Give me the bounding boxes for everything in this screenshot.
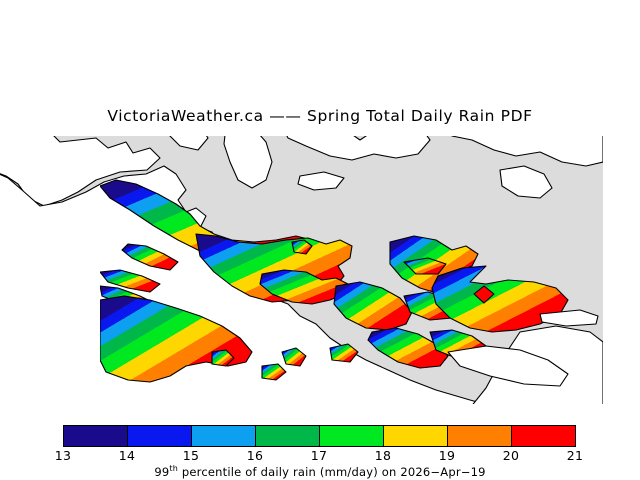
colorbar-band-13-14 <box>64 426 128 446</box>
island-gabriola-white <box>297 171 345 191</box>
island-texada-white <box>223 136 273 189</box>
colorbar-tick-17: 17 <box>310 448 328 463</box>
landmass-skagit-fidalgo <box>431 265 569 333</box>
landmass-mainland-fraser <box>451 136 603 167</box>
lake-marker <box>473 285 495 304</box>
landmass-mainland-north <box>286 136 431 161</box>
islet-thetis <box>121 243 179 271</box>
colorbar[interactable] <box>63 425 576 447</box>
colorbar-band-18-19 <box>384 426 448 446</box>
map-panel[interactable] <box>0 136 603 404</box>
caption-pre: 99 <box>154 464 170 479</box>
colorbar-band-15-16 <box>192 426 256 446</box>
islet-prevost <box>291 239 313 255</box>
colorbar-tick-15: 15 <box>182 448 200 463</box>
islet-discovery <box>211 349 235 367</box>
colorbar-tick-13: 13 <box>54 448 72 463</box>
spit-dungeness <box>539 309 599 327</box>
colorbar-band-17-18 <box>320 426 384 446</box>
colorbar-band-16-17 <box>256 426 320 446</box>
colorbar-tick-21: 21 <box>566 448 584 463</box>
island-guemes <box>403 257 447 275</box>
islet-smith <box>329 343 359 363</box>
map-graphic <box>0 136 603 404</box>
caption-ordinal-suffix: th <box>169 464 179 473</box>
page-title: VictoriaWeather.ca —— Spring Total Daily… <box>107 107 533 125</box>
island-lasqueti-white <box>169 136 209 151</box>
landmass-olympic-strip <box>447 345 569 387</box>
colorbar-tick-16: 16 <box>246 448 264 463</box>
island-bowen-white <box>499 165 553 199</box>
colorbar-band-20-21 <box>512 426 575 446</box>
caption-post: percentile of daily rain (mm/day) on 202… <box>178 464 486 479</box>
islet-kuper <box>100 269 161 293</box>
islet-protection <box>261 363 287 381</box>
islet-trial <box>281 347 307 367</box>
island-whidbey <box>367 327 449 369</box>
colorbar-tick-18: 18 <box>374 448 392 463</box>
colorbar-band-14-15 <box>128 426 192 446</box>
landmass-vancouver-island <box>0 136 161 207</box>
colorbar-tick-19: 19 <box>438 448 456 463</box>
colorbar-caption: 99th percentile of daily rain (mm/day) o… <box>0 464 640 479</box>
colorbar-tick-20: 20 <box>502 448 520 463</box>
island-lopez <box>333 281 413 331</box>
colorbar-band-19-20 <box>448 426 512 446</box>
colorbar-tick-labels: 13 14 15 16 17 18 19 20 21 <box>0 448 640 464</box>
colorbar-tick-14: 14 <box>118 448 136 463</box>
colorbar-area: 13 14 15 16 17 18 19 20 21 99th percenti… <box>0 420 640 480</box>
